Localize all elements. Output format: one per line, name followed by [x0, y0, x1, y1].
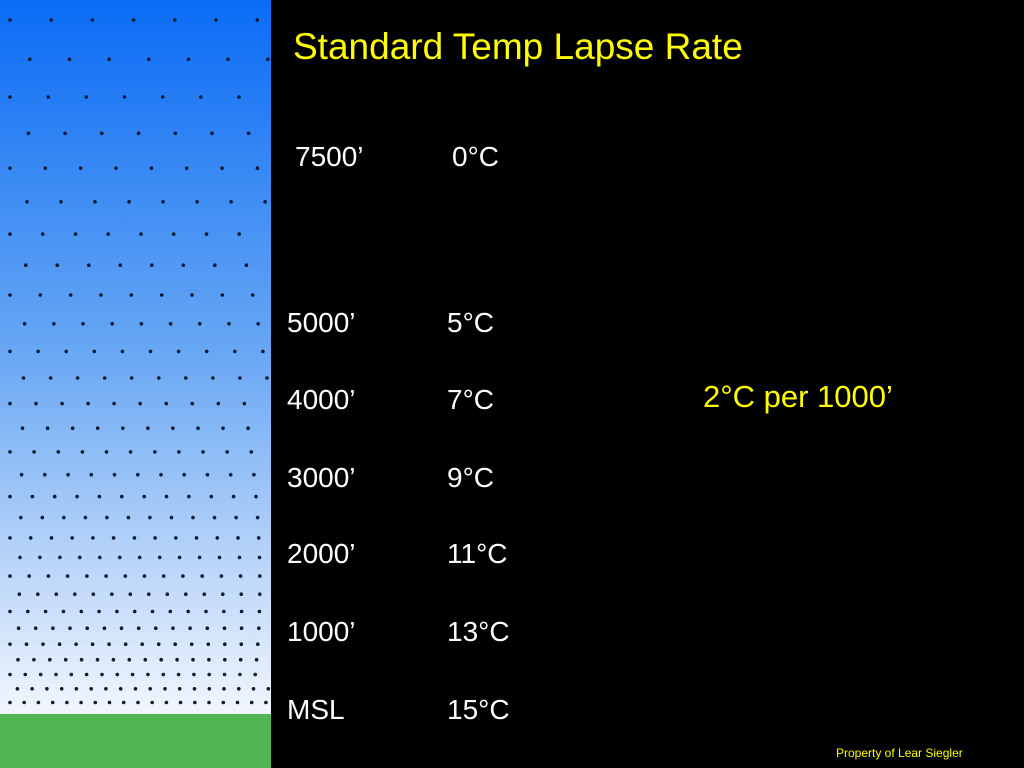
altitude: 4000’	[287, 384, 356, 415]
altitude: MSL	[287, 694, 345, 725]
footer: Property of Lear Siegler	[836, 746, 963, 760]
temperature: 15°C	[447, 694, 510, 725]
temperature: 9°C	[447, 462, 494, 493]
temperature: 5°C	[447, 307, 494, 338]
sky-gradient	[0, 0, 271, 714]
sky-panel	[0, 0, 271, 768]
altitude: 3000’	[287, 462, 356, 493]
temperature: 11°C	[447, 538, 508, 569]
temperature: 7°C	[447, 384, 494, 415]
altitude: 1000’	[287, 616, 356, 647]
temperature: 13°C	[447, 616, 510, 647]
slide-title: Standard Temp Lapse Rate	[293, 26, 743, 67]
lapse-rate-note: 2°C per 1000’	[703, 379, 893, 414]
altitude: 5000’	[287, 307, 356, 338]
ground	[0, 714, 271, 768]
altitude: 7500’	[295, 141, 364, 172]
temperature: 0°C	[452, 141, 499, 172]
altitude: 2000’	[287, 538, 356, 569]
